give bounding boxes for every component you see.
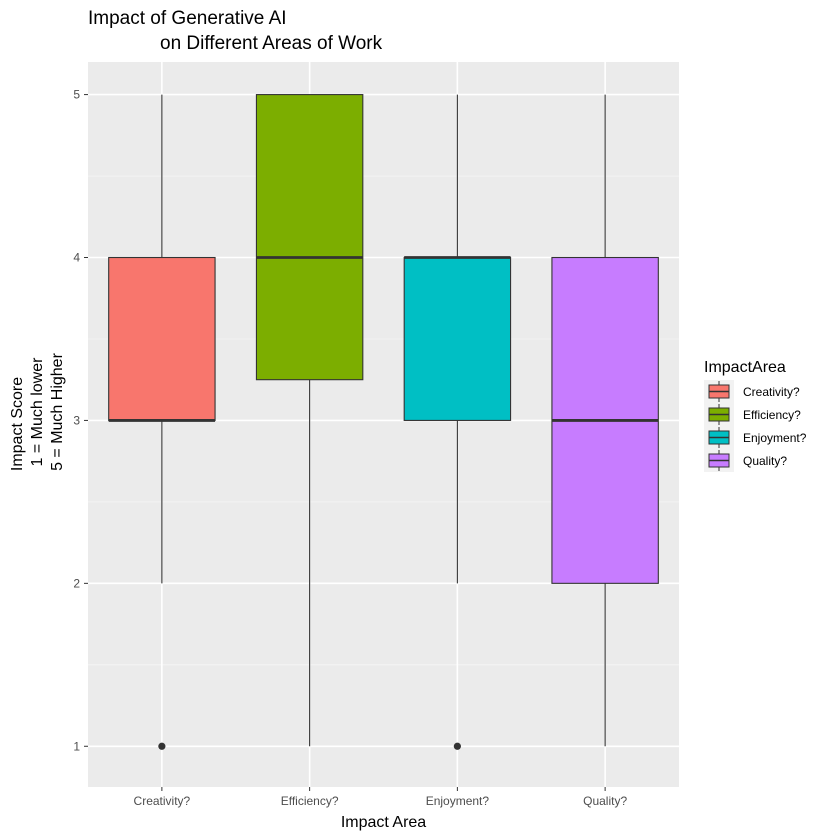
y-axis-title-line-3: 5 = Much Higher (49, 352, 66, 471)
y-axis-title-line-1: Impact Score (9, 377, 26, 471)
x-tick-label: Efficiency? (281, 794, 339, 808)
y-axis-title-line-2: 1 = Much lower (29, 357, 46, 467)
y-tick-label: 2 (73, 576, 80, 590)
box-efficiency (255, 94, 364, 747)
legend-label: Creativity? (743, 385, 800, 399)
legend-label: Enjoyment? (743, 431, 807, 445)
y-tick-label: 5 (73, 88, 80, 102)
box-creativity (108, 94, 216, 750)
legend-label: Quality? (743, 454, 787, 468)
legend-item: Creativity? (704, 380, 800, 403)
x-axis-title: Impact Area (341, 814, 426, 831)
box-enjoyment (403, 94, 512, 750)
box-quality (551, 94, 659, 747)
y-tick-label: 1 (73, 739, 80, 753)
box-layer (108, 94, 659, 750)
legend: ImpactArea Creativity? Efficiency? Enjoyme… (704, 359, 807, 472)
legend-item: Quality? (704, 449, 787, 472)
chart-title-line-2: on Different Areas of Work (160, 33, 383, 54)
outlier-point (453, 742, 461, 750)
axes: 1 2 3 4 5 Creativity? Efficiency? Enjoyment? Qua… (73, 88, 627, 808)
box-body (108, 256, 216, 421)
box-body (403, 256, 512, 421)
legend-item: Efficiency? (704, 403, 801, 426)
x-tick-label: Quality? (583, 794, 627, 808)
legend-title: ImpactArea (704, 359, 786, 376)
box-body (255, 94, 364, 381)
y-tick-label: 3 (73, 413, 80, 427)
y-tick-label: 4 (73, 251, 80, 265)
x-tick-label: Creativity? (134, 794, 191, 808)
y-axis-title: Impact Score 1 = Much lower 5 = Much Hig… (9, 352, 66, 471)
legend-label: Efficiency? (743, 408, 801, 422)
outlier-point (158, 742, 166, 750)
legend-items: Creativity? Efficiency? Enjoyment? Quality? (704, 380, 807, 472)
x-tick-label: Enjoyment? (426, 794, 490, 808)
chart-title-line-1: Impact of Generative AI (88, 8, 287, 29)
legend-item: Enjoyment? (704, 426, 807, 449)
